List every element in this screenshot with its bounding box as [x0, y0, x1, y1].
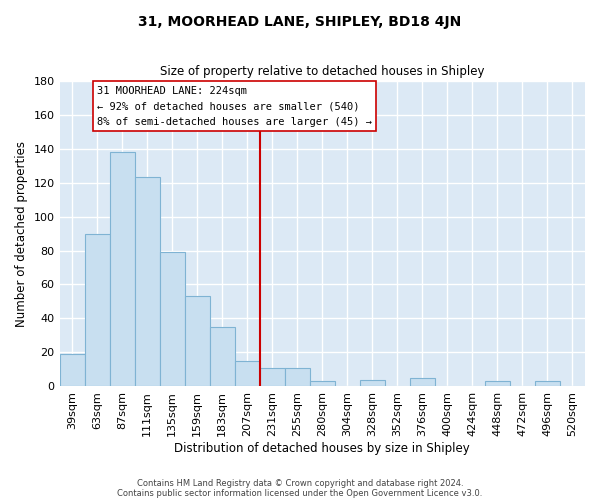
Bar	[535, 382, 560, 386]
Bar	[360, 380, 385, 386]
Y-axis label: Number of detached properties: Number of detached properties	[15, 140, 28, 326]
Text: 31 MOORHEAD LANE: 224sqm
← 92% of detached houses are smaller (540)
8% of semi-d: 31 MOORHEAD LANE: 224sqm ← 92% of detach…	[97, 86, 372, 127]
Bar	[110, 152, 134, 386]
Bar	[410, 378, 435, 386]
Text: Contains HM Land Registry data © Crown copyright and database right 2024.: Contains HM Land Registry data © Crown c…	[137, 478, 463, 488]
Bar	[310, 382, 335, 386]
Bar	[485, 382, 510, 386]
Title: Size of property relative to detached houses in Shipley: Size of property relative to detached ho…	[160, 65, 485, 78]
Bar	[134, 178, 160, 386]
Bar	[59, 354, 85, 386]
Bar	[285, 368, 310, 386]
Bar	[85, 234, 110, 386]
Bar	[260, 368, 285, 386]
Bar	[160, 252, 185, 386]
X-axis label: Distribution of detached houses by size in Shipley: Distribution of detached houses by size …	[175, 442, 470, 455]
Bar	[209, 327, 235, 386]
Bar	[185, 296, 209, 386]
Text: Contains public sector information licensed under the Open Government Licence v3: Contains public sector information licen…	[118, 488, 482, 498]
Bar	[235, 361, 260, 386]
Text: 31, MOORHEAD LANE, SHIPLEY, BD18 4JN: 31, MOORHEAD LANE, SHIPLEY, BD18 4JN	[139, 15, 461, 29]
